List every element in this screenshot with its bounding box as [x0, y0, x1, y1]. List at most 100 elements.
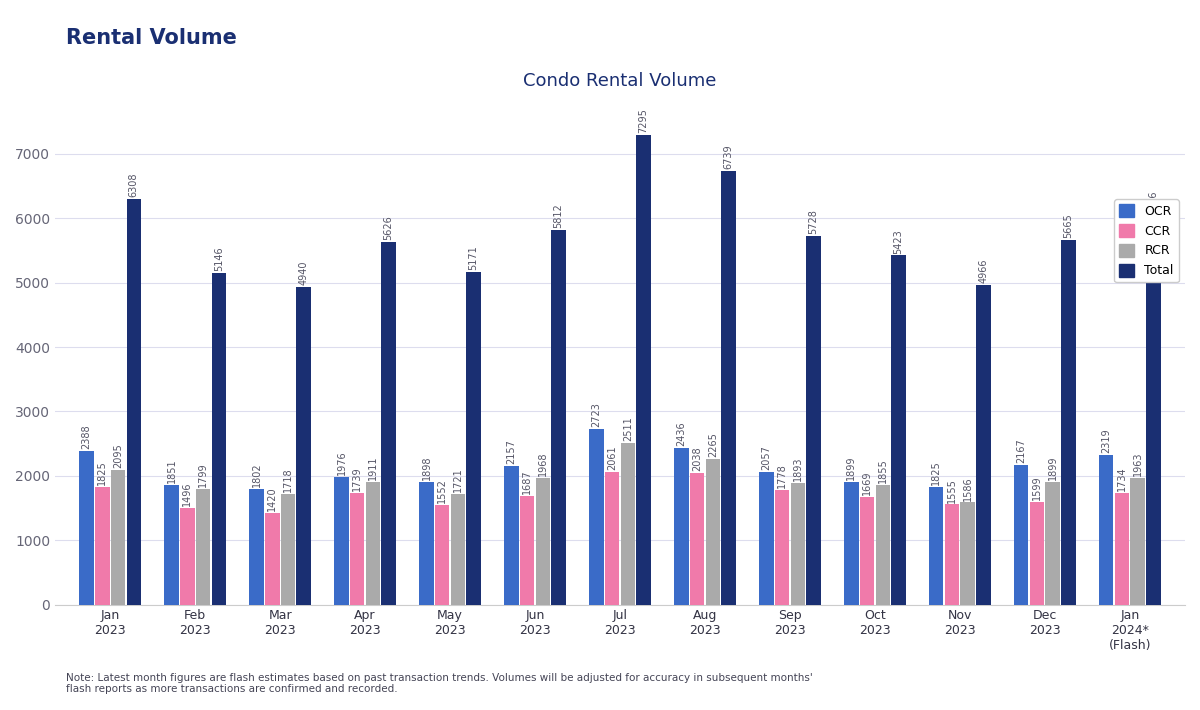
Bar [960, 503, 974, 604]
Text: 1420: 1420 [268, 486, 277, 511]
Bar [110, 470, 125, 604]
Text: 1968: 1968 [538, 452, 548, 476]
Text: 5728: 5728 [809, 209, 818, 234]
Text: 1586: 1586 [962, 476, 973, 501]
Bar [1115, 493, 1129, 604]
Text: 6016: 6016 [1148, 191, 1158, 215]
Bar [860, 497, 875, 604]
Bar [95, 487, 109, 604]
Bar [164, 486, 179, 604]
Bar [504, 466, 518, 604]
Text: 1911: 1911 [368, 455, 378, 479]
Bar [944, 504, 959, 604]
Bar [1045, 482, 1060, 604]
Text: 5812: 5812 [553, 204, 564, 229]
Text: 4966: 4966 [978, 258, 989, 283]
Bar [1061, 240, 1075, 604]
Text: 2057: 2057 [761, 445, 772, 470]
Bar [1130, 478, 1145, 604]
Text: 2436: 2436 [677, 421, 686, 446]
Bar [876, 485, 890, 604]
Bar [211, 273, 226, 604]
Text: Rental Volume: Rental Volume [66, 28, 236, 48]
Bar [265, 513, 280, 604]
Text: 1898: 1898 [421, 456, 432, 481]
Bar [535, 478, 550, 604]
Text: 4940: 4940 [299, 260, 308, 285]
Text: 2723: 2723 [592, 403, 601, 427]
Text: 1687: 1687 [522, 469, 532, 494]
Text: 1496: 1496 [182, 482, 192, 506]
Bar [775, 490, 790, 604]
Bar [551, 231, 566, 604]
Bar [674, 448, 689, 604]
Bar [620, 443, 635, 604]
Bar [721, 171, 736, 604]
Bar [382, 242, 396, 604]
Text: 2265: 2265 [708, 432, 718, 457]
Bar [196, 488, 210, 604]
Bar [335, 477, 349, 604]
Text: 6308: 6308 [128, 172, 139, 197]
Text: 1825: 1825 [97, 460, 107, 485]
Text: 1802: 1802 [252, 462, 262, 486]
Text: 2388: 2388 [82, 425, 91, 449]
Bar [791, 483, 805, 604]
Text: 2167: 2167 [1016, 438, 1026, 463]
Text: 1555: 1555 [947, 478, 956, 503]
Bar [434, 505, 450, 604]
Bar [1014, 465, 1028, 604]
Text: 1899: 1899 [1048, 456, 1057, 481]
Text: 1899: 1899 [846, 456, 857, 481]
Text: 2095: 2095 [113, 443, 124, 468]
Text: 1552: 1552 [437, 478, 448, 503]
Text: 5171: 5171 [469, 245, 479, 270]
Bar [977, 285, 991, 604]
Text: 5665: 5665 [1063, 213, 1073, 238]
Text: 1778: 1778 [778, 464, 787, 488]
Legend: OCR, CCR, RCR, Total: OCR, CCR, RCR, Total [1115, 199, 1178, 283]
Text: 1669: 1669 [862, 471, 872, 495]
Bar [760, 472, 774, 604]
Bar [350, 493, 365, 604]
Bar [589, 430, 604, 604]
Bar [467, 272, 481, 604]
Bar [1146, 217, 1160, 604]
Bar [180, 508, 194, 604]
Bar [126, 199, 142, 604]
Text: 2061: 2061 [607, 445, 617, 470]
Bar [79, 451, 94, 604]
Text: 7295: 7295 [638, 108, 648, 133]
Bar [1030, 501, 1044, 604]
Text: 5146: 5146 [214, 247, 223, 271]
Text: 1799: 1799 [198, 462, 208, 487]
Text: 1851: 1851 [167, 459, 176, 484]
Text: 1976: 1976 [336, 451, 347, 476]
Text: 1718: 1718 [283, 467, 293, 492]
Text: 2038: 2038 [692, 447, 702, 471]
Text: 2157: 2157 [506, 439, 516, 464]
Bar [844, 482, 858, 604]
Bar [296, 287, 311, 604]
Text: 1893: 1893 [793, 457, 803, 481]
Text: 1963: 1963 [1133, 452, 1142, 476]
Bar [892, 256, 906, 604]
Bar [520, 496, 534, 604]
Text: 5423: 5423 [894, 229, 904, 253]
Text: 5626: 5626 [384, 216, 394, 241]
Bar [605, 472, 619, 604]
Text: 6739: 6739 [724, 144, 733, 169]
Text: 1734: 1734 [1117, 466, 1127, 491]
Bar [451, 493, 466, 604]
Bar [1099, 455, 1114, 604]
Bar [636, 135, 650, 604]
Text: 1855: 1855 [877, 459, 888, 484]
Text: 1721: 1721 [452, 467, 463, 492]
Text: 2319: 2319 [1102, 429, 1111, 454]
Bar [366, 481, 380, 604]
Text: 1739: 1739 [353, 466, 362, 491]
Bar [250, 488, 264, 604]
Bar [690, 474, 704, 604]
Bar [706, 459, 720, 604]
Bar [419, 482, 433, 604]
